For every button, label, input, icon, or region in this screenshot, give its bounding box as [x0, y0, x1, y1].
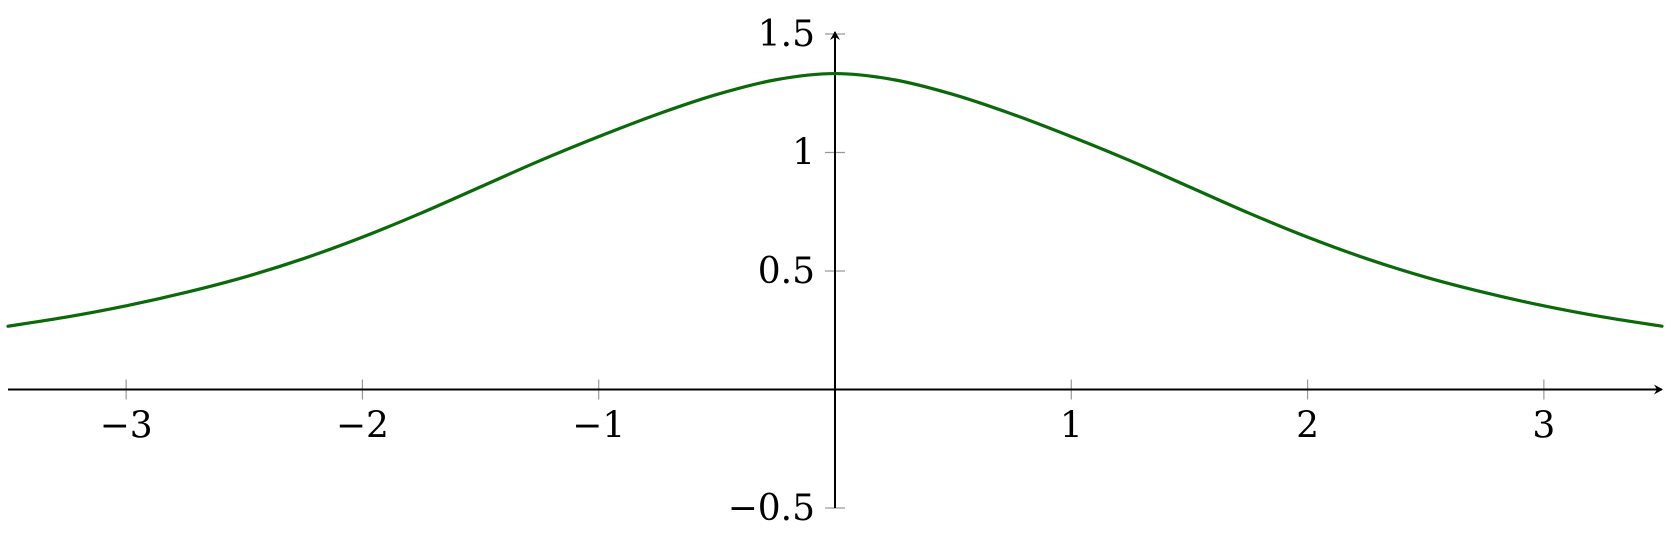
y-tick-label: 1.5 [758, 14, 815, 55]
x-tick-label: −3 [100, 406, 153, 447]
x-tick-label: 1 [1060, 406, 1083, 447]
y-tick-label: 0.5 [758, 251, 815, 292]
y-tick-label: −0.5 [728, 488, 815, 529]
series-line [6, 71, 1664, 328]
x-tick-label: 2 [1296, 406, 1319, 447]
x-tick-label: −2 [336, 406, 389, 447]
x-tick-label: 3 [1532, 406, 1555, 447]
y-tick-label: 1 [792, 133, 815, 174]
x-tick-label: −1 [572, 406, 625, 447]
